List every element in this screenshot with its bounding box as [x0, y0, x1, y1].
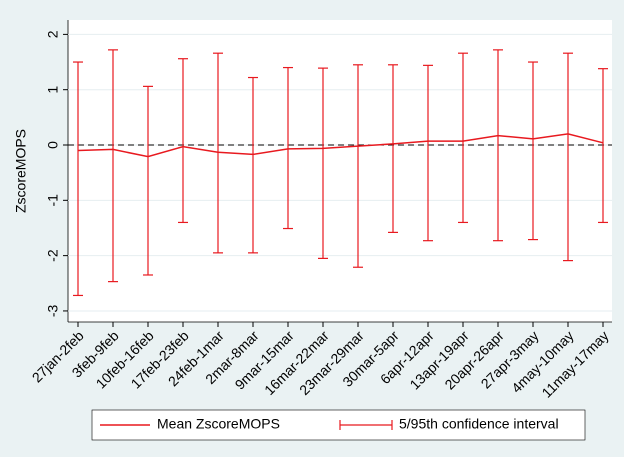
- legend-label: Mean ZscoreMOPS: [157, 416, 280, 432]
- mean-line: [77, 133, 604, 158]
- y-tick-label: -2: [45, 249, 61, 262]
- y-tick-label: -3: [45, 305, 61, 318]
- y-tick-label: 2: [45, 30, 61, 38]
- y-tick-label: -1: [45, 194, 61, 207]
- legend: [91, 409, 586, 441]
- y-tick-label: 0: [45, 141, 61, 149]
- y-axis-title: ZscoreMOPS: [13, 129, 29, 213]
- y-tick-label: 1: [45, 86, 61, 94]
- plot-area: [68, 20, 612, 322]
- legend-label: 5/95th confidence interval: [399, 416, 559, 432]
